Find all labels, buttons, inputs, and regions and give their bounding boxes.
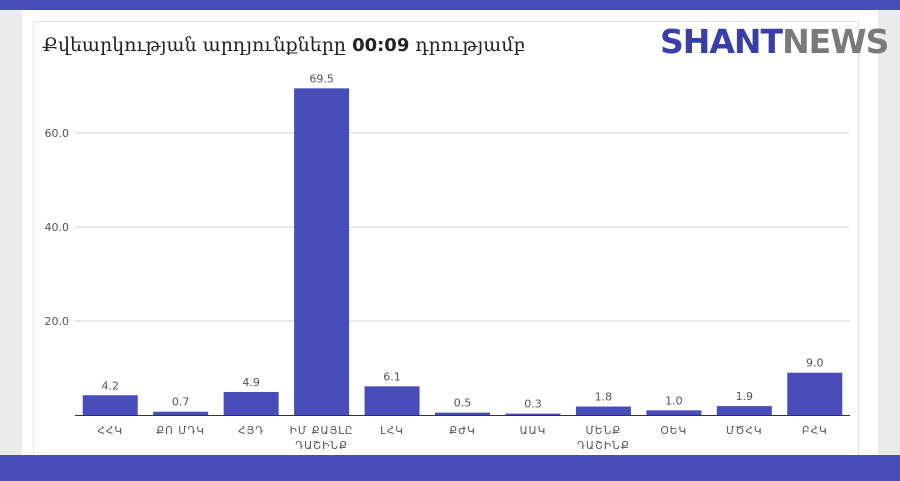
bottom-band [0,455,900,481]
chart-title-time: 00:09 [352,35,410,56]
category-label: ՕԵԿ [661,425,688,437]
data-label: 69.5 [309,72,334,85]
chart-title-prefix: Քվեարկության արդյունքները [42,34,347,56]
bar [787,372,843,415]
category-label: ՄԾՀԿ [726,425,763,437]
bar [716,406,772,415]
category-label: ԴԱՇԻՆՔ [577,440,630,452]
logo-part-news: NEWS [782,22,889,61]
shantnews-logo: SHANT NEWS [660,22,889,62]
category-label: ՀՀԿ [97,425,123,437]
y-tick-label: 40.0 [45,221,70,234]
category-label: ԱԱԿ [520,425,547,437]
left-margin [0,10,22,455]
category-label: ԻՄ ՔԱՅԼԸ [290,425,354,437]
right-margin [878,10,900,455]
bar [575,406,631,415]
category-label: ՔԺԿ [449,425,476,437]
bar [364,386,420,415]
category-label: ԲՀԿ [802,425,828,437]
y-tick-label: 60.0 [45,127,70,140]
data-label: 4.9 [242,376,260,389]
category-label: ՄԵՆՔ [586,425,622,437]
category-label: ՔՈ ՄԴԿ [156,425,205,437]
chart-title-suffix: դրությամբ [415,34,526,56]
bar [505,413,561,415]
category-label: ԴԱՇԻՆՔ [295,440,348,452]
data-label: 0.5 [454,397,472,410]
data-label: 6.1 [383,370,401,383]
bar [294,88,350,415]
bar [646,410,702,415]
y-tick-label: 20.0 [45,315,70,328]
top-band [0,0,900,10]
data-label: 9.0 [806,357,824,370]
bar [82,395,138,415]
chart-panel [22,10,878,455]
data-label: 1.0 [665,394,683,407]
chart-frame [33,21,859,466]
category-label: ԼՀԿ [380,425,404,437]
bar [223,391,279,415]
bar [153,411,209,415]
chart-title: Քվեարկության արդյունքները 00:09 դրությամ… [42,34,525,56]
data-label: 1.8 [595,391,613,404]
data-label: 1.9 [736,390,754,403]
category-label: ՀՅԴ [238,425,264,437]
data-label: 0.3 [524,398,542,411]
data-label: 4.2 [101,379,119,392]
bar [435,412,490,415]
logo-part-shant: SHANT [660,22,783,61]
data-label: 0.7 [172,396,190,409]
